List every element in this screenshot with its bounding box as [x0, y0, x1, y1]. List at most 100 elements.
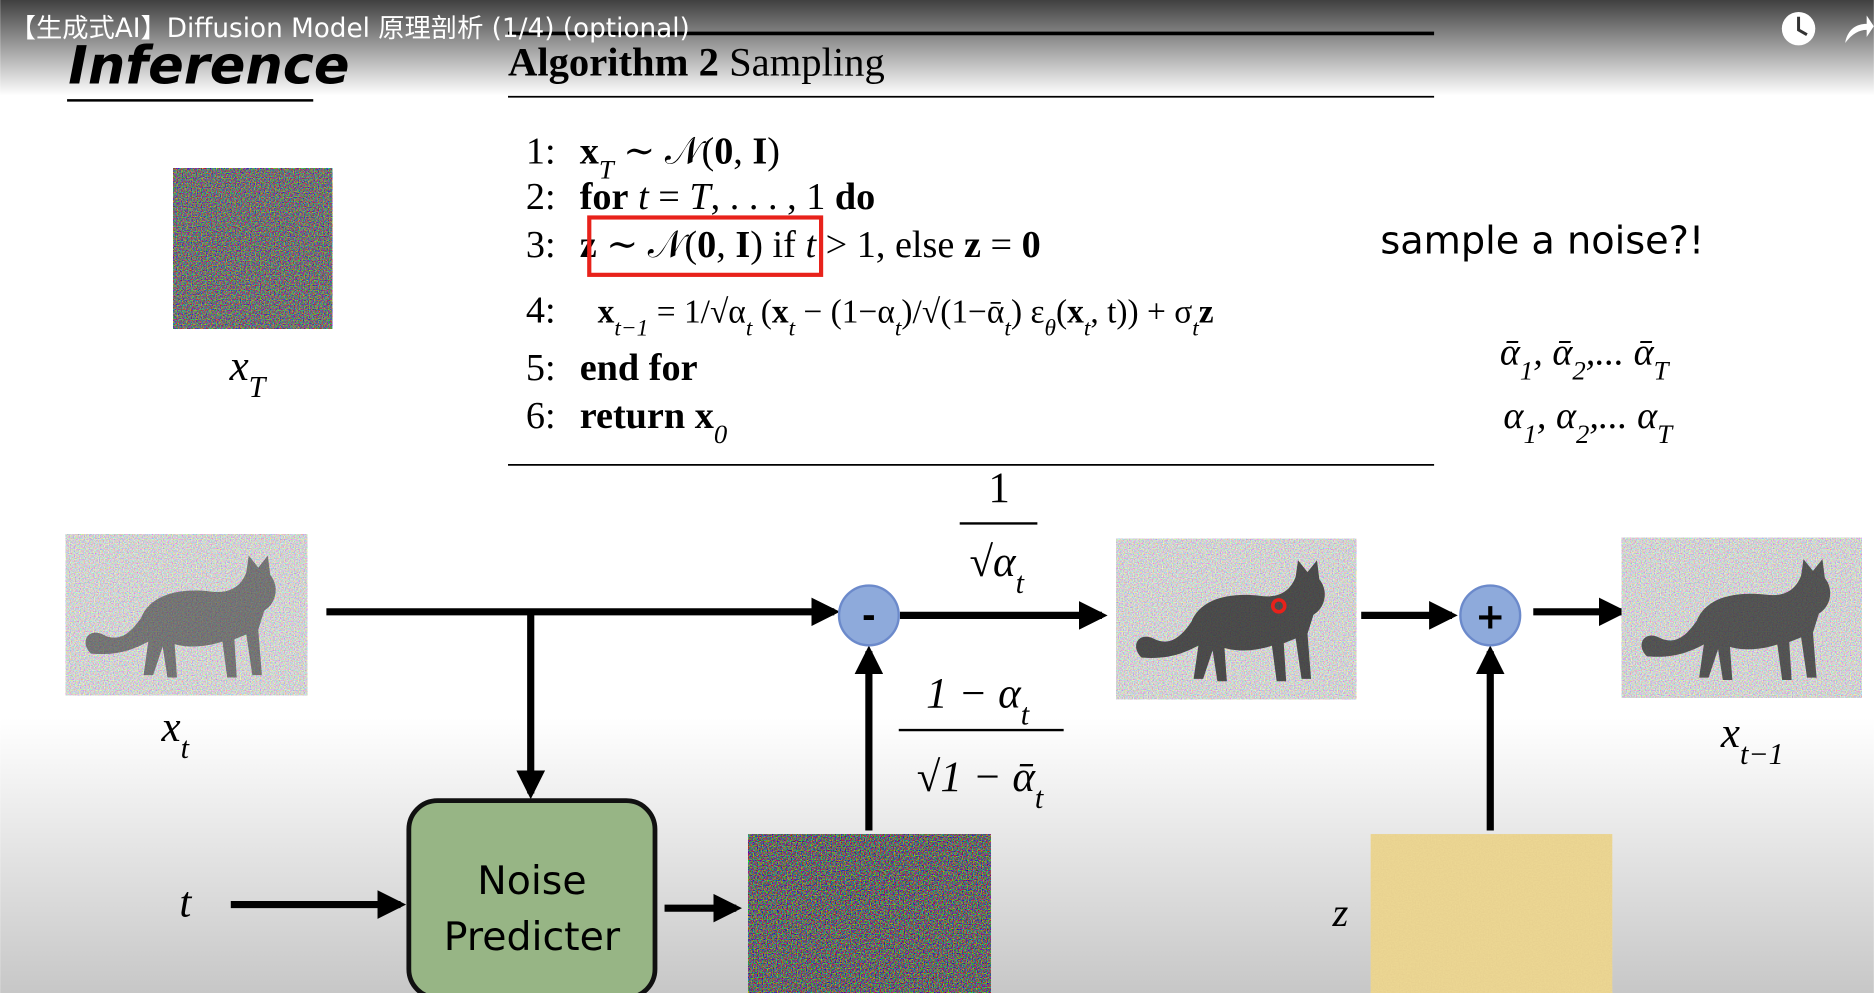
z-noise-image	[1370, 834, 1613, 993]
plus-sign: +	[1475, 597, 1505, 638]
plus-node	[1459, 584, 1522, 647]
text-segment: t	[789, 316, 796, 342]
text-segment: )	[750, 224, 763, 266]
text-segment: , . . . , 1	[711, 176, 835, 218]
line-number: 1:	[526, 131, 556, 173]
line-number: 6:	[526, 395, 556, 437]
highlight-box	[587, 215, 824, 277]
text-segment: , ᾱ	[1533, 331, 1573, 373]
text-segment: x	[598, 294, 615, 331]
x-t-label: xt	[160, 704, 189, 765]
line-number: 4:	[526, 290, 556, 332]
watch-later-button[interactable]	[1781, 11, 1816, 46]
text-segment: 0	[714, 419, 728, 449]
text-segment: 0	[697, 224, 716, 266]
text-segment: for	[580, 176, 629, 218]
text-segment: t−1	[1740, 737, 1784, 771]
text-segment: t	[1035, 781, 1044, 815]
text-segment: do	[835, 176, 875, 218]
text-segment: (	[1056, 294, 1067, 331]
noise-predictor-box	[406, 798, 658, 993]
text-segment: , α	[1537, 395, 1577, 437]
algorithm-line: xt−1 = 1/√αt (xt − (1−αt)/√(1−ᾱt) εθ(xt,…	[598, 294, 1214, 342]
text-segment: x	[1067, 294, 1084, 331]
text-segment: T	[689, 176, 713, 218]
share-button[interactable]	[1845, 15, 1874, 44]
predicted-noise-image	[748, 834, 991, 993]
fraction-numerator: 1	[988, 465, 1009, 512]
algorithm-line: xT ∼ 𝒩(0, I)	[580, 131, 780, 185]
text-segment: 1	[1523, 419, 1536, 449]
text-segment: (	[752, 294, 771, 331]
noise-tint	[748, 834, 991, 993]
text-segment: z	[1332, 890, 1349, 935]
text-segment: − (1−α	[795, 294, 895, 331]
text-segment: t	[181, 731, 190, 765]
text-segment: ,	[733, 131, 752, 173]
text-segment: 2	[1576, 419, 1589, 449]
text-segment: α	[1503, 395, 1524, 437]
minus-node	[837, 584, 900, 647]
algorithm-line: z ∼ 𝒩(0, I) if t > 1, else z = 0	[580, 224, 1041, 266]
text-segment: 1 − α	[926, 670, 1022, 717]
text-segment: I	[735, 224, 750, 266]
text-segment: if	[763, 224, 805, 266]
text-segment: z	[1199, 294, 1214, 331]
line-number: 2:	[526, 176, 556, 218]
text-segment: T	[249, 370, 268, 404]
text-segment: )	[767, 131, 780, 173]
x-t-minus-1-label: xt−1	[1720, 710, 1784, 771]
text-segment: T	[599, 155, 616, 185]
text-segment: x	[685, 395, 714, 437]
fraction-denominator: √αt	[969, 539, 1024, 600]
text-segment: t	[1084, 316, 1091, 342]
text-segment: √1 − ᾱ	[917, 754, 1037, 801]
text-segment: √α	[969, 539, 1017, 586]
video-title[interactable]: 【生成式AI】Diffusion Model 原理剖析 (1/4) (optio…	[10, 14, 690, 44]
schedule: ᾱ1, ᾱ2,... ᾱT	[1500, 331, 1671, 385]
text-segment: =	[981, 224, 1022, 266]
text-segment: = 1/√α	[648, 294, 745, 331]
text-segment: t	[1016, 566, 1025, 600]
algorithm-line: end for	[580, 347, 698, 389]
line-number: 5:	[526, 347, 556, 389]
noise-image	[173, 168, 333, 329]
text-segment: 1	[988, 465, 1009, 512]
text-segment: T	[1654, 355, 1671, 385]
minus-sign: -	[862, 596, 876, 635]
title-overlay	[0, 0, 1874, 96]
text-segment: ∼ 𝒩(	[614, 131, 714, 173]
algorithm-lines: 1: xT ∼ 𝒩(0, I)2: for t = T, . . . , 1 do3…	[526, 131, 1214, 449]
note: sample a noise?!	[1380, 219, 1704, 263]
predictor-label: Predicter	[444, 914, 621, 960]
line-number: 3:	[526, 224, 556, 266]
text-segment: ,... α	[1589, 395, 1658, 437]
text-segment: t	[1192, 316, 1199, 342]
text-segment: x	[1720, 710, 1740, 757]
noise-tint	[173, 168, 333, 329]
text-segment: x	[160, 704, 180, 751]
predictor-label: Noise	[477, 858, 586, 904]
z-label: z	[1332, 890, 1349, 935]
text-segment: x	[580, 131, 599, 173]
text-segment: t	[805, 224, 817, 266]
text-segment: t−1	[614, 316, 648, 342]
text-segment: t	[895, 316, 902, 342]
text-segment: θ	[1044, 316, 1056, 342]
t-label: t	[179, 880, 192, 927]
text-segment: z	[964, 224, 981, 266]
fraction-denominator: √1 − ᾱt	[917, 754, 1044, 815]
algorithm-line: for t = T, . . . , 1 do	[580, 176, 876, 218]
algorithm-line: return x0	[580, 395, 728, 449]
text-segment: ,... ᾱ	[1586, 331, 1655, 373]
text-segment: ) ε	[1011, 294, 1045, 331]
text-segment: return	[580, 395, 685, 437]
text-segment: 1	[1520, 355, 1533, 385]
text-segment: t	[746, 316, 753, 342]
text-segment: ᾱ	[1500, 331, 1521, 373]
text-segment: > 1, else	[816, 224, 964, 266]
text-segment: 0	[714, 131, 733, 173]
